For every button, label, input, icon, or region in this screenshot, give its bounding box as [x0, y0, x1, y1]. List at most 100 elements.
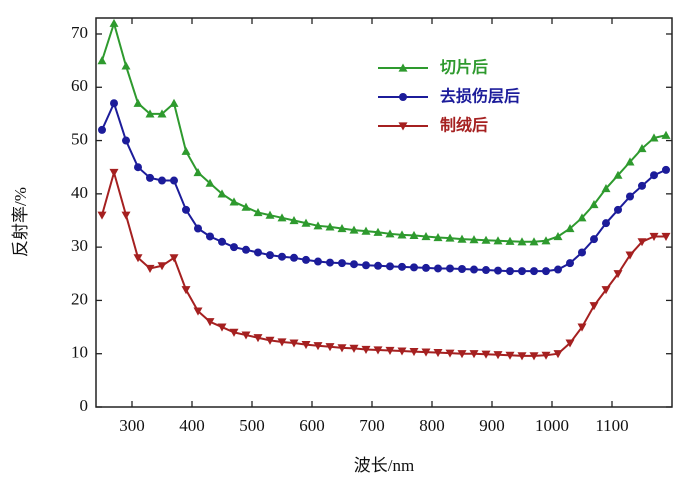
series-line — [101, 100, 667, 273]
legend-label: 去损伤层后 — [440, 87, 520, 106]
data-point — [446, 264, 454, 273]
data-point — [566, 259, 574, 268]
data-point — [169, 98, 179, 107]
data-point — [554, 265, 562, 274]
data-point — [409, 347, 419, 357]
data-point — [361, 226, 371, 235]
data-point — [145, 109, 155, 118]
y-tick-label: 0 — [80, 396, 89, 415]
data-point — [434, 264, 442, 273]
data-point — [553, 350, 563, 359]
data-point — [98, 125, 106, 134]
data-point — [518, 267, 526, 276]
data-point — [517, 237, 527, 246]
data-point — [242, 245, 250, 254]
data-point — [602, 219, 610, 228]
x-tick-label: 800 — [419, 416, 445, 435]
data-point — [386, 262, 394, 271]
data-point — [97, 211, 107, 220]
data-point — [301, 218, 311, 227]
data-point — [289, 215, 299, 225]
data-point — [422, 263, 430, 272]
data-point — [121, 211, 131, 220]
data-point — [578, 248, 586, 257]
data-point — [349, 344, 359, 353]
data-point — [169, 254, 179, 263]
data-point — [541, 236, 551, 245]
data-point — [301, 341, 311, 350]
data-point — [361, 345, 371, 354]
data-point — [493, 236, 503, 245]
y-tick-label: 70 — [71, 23, 88, 42]
data-point — [589, 302, 599, 311]
data-point — [529, 237, 539, 246]
data-point — [529, 352, 539, 361]
data-point — [205, 318, 215, 327]
data-point — [661, 232, 671, 241]
data-point — [110, 99, 118, 108]
data-point — [325, 222, 335, 231]
data-point — [182, 205, 190, 214]
data-point — [157, 262, 167, 271]
data-point — [229, 197, 239, 206]
data-point — [218, 237, 226, 246]
data-point — [661, 130, 671, 139]
data-point — [397, 347, 407, 356]
data-point — [601, 286, 611, 295]
data-point — [145, 264, 155, 273]
x-tick-label: 1000 — [535, 416, 569, 435]
data-point — [421, 231, 431, 241]
data-point — [506, 267, 514, 276]
plot-frame — [95, 17, 673, 408]
data-point — [193, 168, 203, 177]
data-point — [481, 235, 491, 244]
data-point — [577, 213, 587, 222]
data-point — [590, 235, 598, 244]
data-point — [326, 258, 334, 267]
y-tick-label: 60 — [71, 76, 88, 95]
legend-marker — [398, 63, 408, 72]
data-point — [170, 176, 178, 185]
y-tick-label: 20 — [71, 289, 88, 308]
data-point — [469, 235, 479, 244]
data-point — [649, 232, 659, 241]
data-point — [133, 254, 143, 263]
data-point — [445, 233, 455, 242]
data-point — [433, 233, 443, 242]
data-point — [637, 144, 647, 153]
data-point — [469, 350, 479, 359]
data-point — [530, 267, 538, 276]
x-tick-label: 1100 — [595, 416, 628, 435]
data-point — [230, 243, 238, 252]
data-point — [626, 192, 634, 201]
data-point — [662, 165, 670, 174]
data-point — [217, 323, 227, 332]
data-point — [601, 184, 611, 193]
data-point — [325, 343, 335, 352]
data-point — [109, 18, 119, 27]
data-point — [421, 348, 431, 357]
data-point — [517, 352, 527, 361]
data-point — [373, 346, 383, 355]
data-point — [289, 339, 299, 348]
y-axis-title: 反射率/% — [11, 187, 30, 257]
data-point — [350, 260, 358, 269]
data-point — [253, 208, 263, 217]
series-line — [101, 19, 667, 243]
data-point — [385, 229, 395, 238]
data-point — [409, 230, 419, 240]
data-point — [481, 350, 491, 359]
x-tick-label: 700 — [359, 416, 385, 435]
data-point — [205, 178, 215, 187]
data-point — [193, 307, 203, 316]
data-point — [254, 248, 262, 257]
data-point — [553, 231, 563, 241]
data-point — [337, 344, 347, 353]
data-point — [217, 189, 227, 198]
data-point — [302, 255, 310, 264]
legend-marker — [398, 122, 408, 131]
data-point — [565, 339, 575, 348]
data-point — [146, 173, 154, 182]
data-point — [313, 221, 323, 230]
